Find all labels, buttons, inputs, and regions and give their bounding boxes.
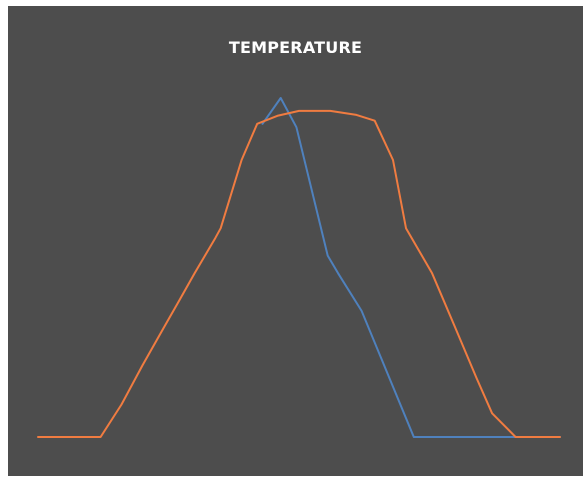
series-line-1 [261, 97, 561, 438]
chart-plot [37, 97, 561, 438]
chart-title: TEMPERATURE [228, 38, 363, 57]
series-line-2 [37, 109, 561, 438]
series-layer [37, 97, 561, 438]
chart-frame: TEMPERATURE [8, 6, 583, 476]
